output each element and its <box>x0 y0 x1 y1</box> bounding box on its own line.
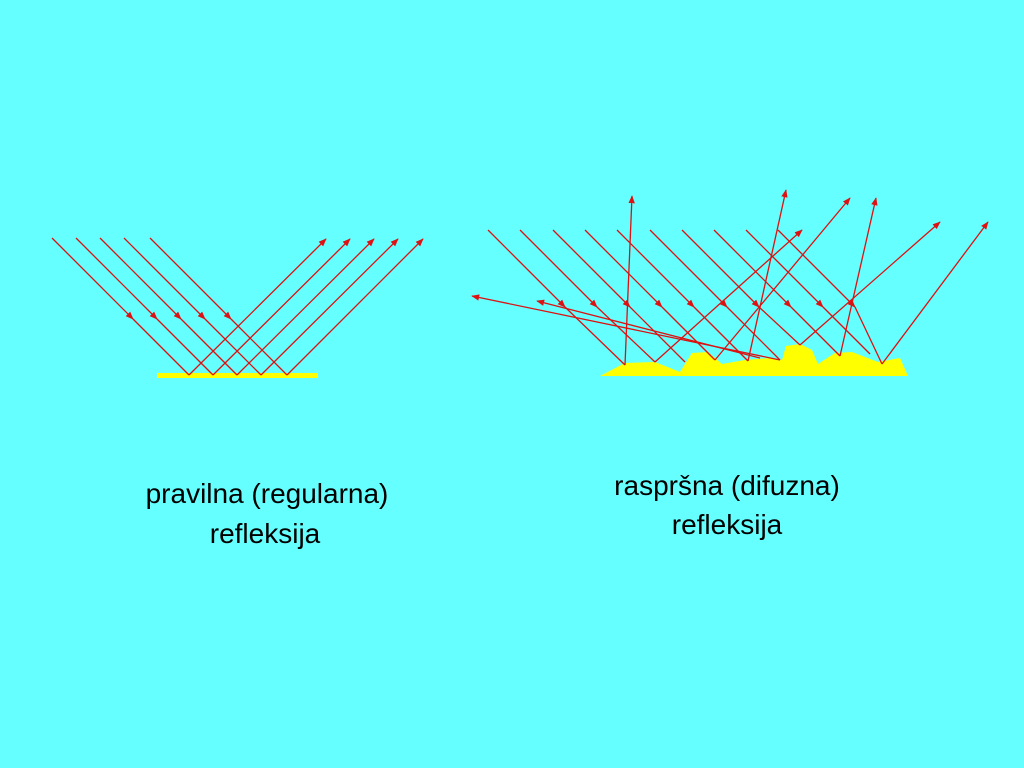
incident-rays <box>51 237 288 376</box>
reflected-rays <box>471 189 989 366</box>
diffuse-reflection <box>471 189 989 376</box>
incident-rays <box>487 229 883 366</box>
rough-surface <box>600 344 908 376</box>
smooth-surface <box>157 373 318 378</box>
caption-line: pravilna (regularna) <box>146 478 389 509</box>
caption-line: refleksija <box>210 518 321 549</box>
reflected-rays <box>188 238 424 376</box>
caption-line: refleksija <box>672 509 783 540</box>
regular-reflection <box>51 237 424 378</box>
caption-line: raspršna (difuzna) <box>614 470 840 501</box>
